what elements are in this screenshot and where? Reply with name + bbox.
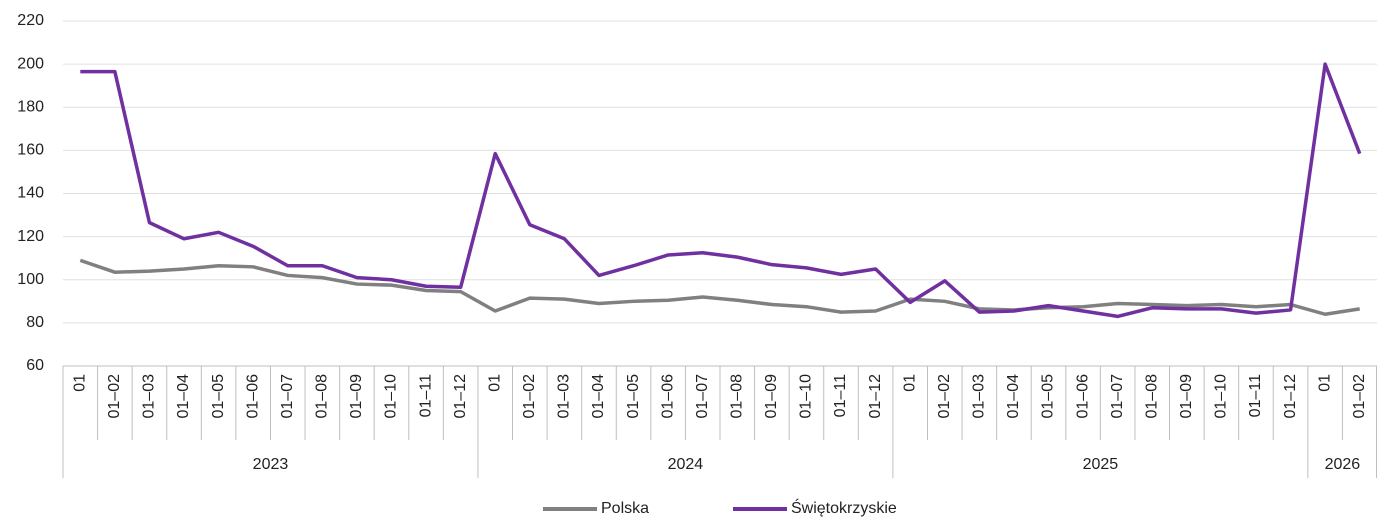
x-tick-label: 01–04: [1005, 374, 1022, 419]
y-tick-label: 80: [26, 314, 44, 331]
x-tick-label: 01–10: [798, 374, 815, 419]
x-tick-label: 01–05: [1040, 374, 1057, 419]
x-tick-label: 01–09: [348, 374, 365, 419]
x-tick-label: 01–02: [106, 374, 123, 419]
y-tick-label: 200: [17, 55, 44, 72]
x-tick-label: 01–12: [1282, 374, 1299, 419]
x-tick-label: 01–03: [556, 374, 573, 419]
x-tick-label: 01–03: [141, 374, 158, 419]
x-tick-label: 01–02: [936, 374, 953, 419]
x-tick-label: 01: [901, 374, 918, 392]
x-tick-label: 01–12: [867, 374, 884, 419]
x-tick-label: 01–08: [1143, 374, 1160, 419]
x-tick-label: 01–02: [521, 374, 538, 419]
group-label: 2026: [1325, 456, 1361, 473]
x-tick-label: 01: [486, 374, 503, 392]
x-tick-label: 01–11: [832, 374, 849, 417]
x-tick-label: 01–09: [1178, 374, 1195, 419]
x-tick-label: 01–12: [452, 374, 469, 419]
x-tick-label: 01–07: [694, 374, 711, 419]
x-tick-label: 01–08: [729, 374, 746, 419]
x-tick-label: 01–10: [1213, 374, 1230, 419]
x-tick-label: 01–06: [1074, 374, 1091, 419]
x-tick-label: 01–04: [590, 374, 607, 419]
x-tick-label: 01: [1316, 374, 1333, 392]
x-tick-label: 01–11: [417, 374, 434, 417]
series-line: [80, 62, 1362, 319]
y-tick-label: 160: [17, 142, 44, 159]
x-tick-label: 01–03: [971, 374, 988, 419]
y-tick-label: 100: [17, 271, 44, 288]
x-tick-label: 01–08: [314, 374, 331, 419]
x-tick-label: 01–06: [244, 374, 261, 419]
x-tick-label: 01–04: [175, 374, 192, 419]
x-tick-label: 01–05: [210, 374, 227, 419]
x-tick-label: 01–07: [279, 374, 296, 419]
x-tick-label: 01–10: [383, 374, 400, 419]
x-tick-label: 01: [72, 374, 89, 392]
x-tick-label: 01–11: [1247, 374, 1264, 417]
group-label: 2025: [1083, 456, 1119, 473]
group-label: 2023: [253, 456, 289, 473]
x-tick-label: 01–07: [1109, 374, 1126, 419]
y-tick-label: 120: [17, 228, 44, 245]
legend-label: Świętokrzyskie: [791, 498, 897, 517]
legend-label: Polska: [601, 500, 649, 517]
series-line: [79, 258, 1360, 316]
y-tick-label: 220: [17, 12, 44, 29]
y-tick-label: 180: [17, 98, 44, 115]
y-tick-label: 60: [26, 357, 44, 374]
group-label: 2024: [668, 456, 704, 473]
y-tick-label: 140: [17, 185, 44, 202]
x-tick-label: 01–06: [659, 374, 676, 419]
x-tick-label: 01–05: [625, 374, 642, 419]
x-tick-label: 01–02: [1351, 374, 1368, 419]
x-tick-label: 01–09: [763, 374, 780, 419]
